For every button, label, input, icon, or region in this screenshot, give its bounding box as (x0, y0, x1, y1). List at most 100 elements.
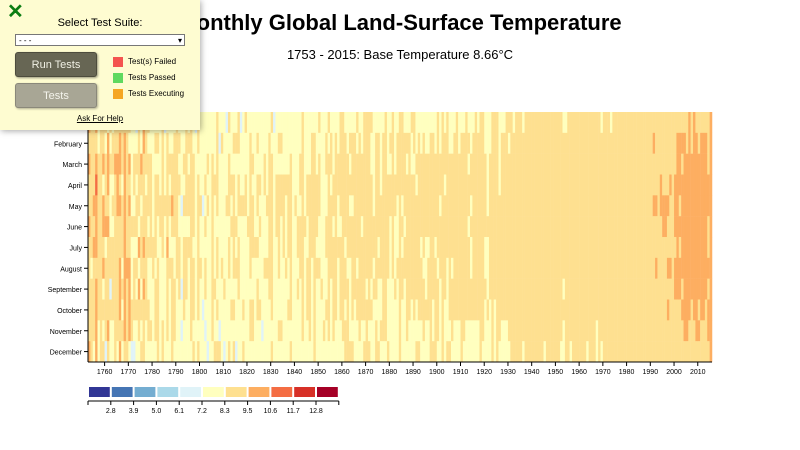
heatmap-cell (386, 278, 390, 300)
heatmap-cell (391, 174, 395, 196)
heatmap-cell (182, 278, 186, 300)
heatmap-cell (681, 299, 684, 321)
heatmap-cell (564, 112, 568, 134)
heatmap-cell (211, 216, 214, 238)
heatmap-cell (121, 257, 124, 279)
heatmap-cell (415, 112, 419, 134)
heatmap-cell (427, 112, 430, 134)
heatmap-cell (292, 320, 295, 342)
heatmap-cell (180, 341, 184, 363)
heatmap-cell (424, 341, 428, 363)
heatmap-cell (118, 237, 122, 259)
heatmap-cell (102, 216, 105, 238)
heatmap-cell (396, 341, 400, 363)
heatmap-cell (709, 153, 713, 175)
heatmap-cell (239, 299, 243, 321)
heatmap-cell (249, 341, 252, 363)
heatmap-cell (659, 153, 663, 175)
heatmap-cell (391, 320, 395, 342)
heatmap-cell (235, 195, 238, 217)
heatmap-cell (118, 153, 122, 175)
heatmap-cell (652, 257, 656, 279)
heatmap-cell (114, 216, 117, 238)
color-legend: 2.8 3.9 5.0 6.1 7.2 8.3 9.5 10.6 11.7 12.8 (87, 387, 340, 415)
heatmap-cell (458, 153, 461, 175)
heatmap-cell (365, 112, 369, 134)
heatmap-cell (486, 216, 490, 238)
heatmap-cell (246, 341, 250, 363)
heatmap-cell (216, 216, 219, 238)
heatmap-cell (685, 216, 689, 238)
heatmap-cell (88, 237, 91, 259)
heatmap-cell (334, 341, 338, 363)
heatmap-cell (617, 195, 620, 217)
heatmap-cell (386, 174, 390, 196)
heatmap-cell (125, 195, 129, 217)
heatmap-cell (413, 153, 416, 175)
tests-button[interactable]: Tests (15, 83, 97, 108)
heatmap-cell (481, 132, 485, 154)
heatmap-cell (536, 299, 540, 321)
heatmap-cell (306, 278, 309, 300)
heatmap-cell (583, 174, 587, 196)
heatmap-cell (206, 112, 210, 134)
heatmap-cell (213, 237, 217, 259)
heatmap-cell (453, 174, 456, 196)
heatmap-cell (462, 195, 466, 217)
heatmap-cell (125, 257, 129, 279)
heatmap-cell (154, 174, 158, 196)
ask-for-help-link[interactable]: Ask For Help (76, 114, 124, 123)
heatmap-cell (567, 195, 570, 217)
heatmap-cell (709, 216, 713, 238)
heatmap-cell (230, 112, 233, 134)
heatmap-cell (512, 299, 516, 321)
heatmap-cell (111, 132, 115, 154)
heatmap-cell (370, 320, 373, 342)
heatmap-cell (401, 216, 404, 238)
run-tests-button[interactable]: Run Tests (15, 52, 97, 77)
legend-failed: Test(s) Failed (113, 57, 176, 67)
heatmap-cell (152, 195, 155, 217)
heatmap-cell (99, 299, 103, 321)
heatmap-cell (403, 132, 407, 154)
heatmap-cell (628, 174, 632, 196)
heatmap-cell (500, 320, 504, 342)
heatmap-cell (284, 341, 288, 363)
heatmap-cell (154, 195, 158, 217)
test-suite-select[interactable]: - - - ▾ (15, 34, 185, 46)
heatmap-cell (600, 341, 604, 363)
heatmap-cell (515, 195, 518, 217)
heatmap-cell (182, 320, 186, 342)
heatmap-cell (674, 320, 677, 342)
heatmap-cell (280, 257, 283, 279)
heatmap-cell (678, 153, 682, 175)
heatmap-cell (116, 237, 120, 259)
heatmap-cell (216, 195, 219, 217)
heatmap-cell (282, 320, 286, 342)
heatmap-cell (581, 237, 585, 259)
heatmap-cell (436, 237, 440, 259)
heatmap-cell (683, 153, 687, 175)
heatmap-cell (140, 153, 143, 175)
heatmap-cell (223, 237, 226, 259)
heatmap-cell (619, 237, 623, 259)
heatmap-cell (486, 341, 490, 363)
heatmap-cell (420, 320, 423, 342)
heatmap-cell (90, 237, 93, 259)
heatmap-cell (258, 320, 262, 342)
heatmap-cell (562, 216, 566, 238)
heatmap-cell (650, 299, 653, 321)
heatmap-cell (469, 174, 473, 196)
heatmap-cell (249, 257, 252, 279)
heatmap-cell (488, 299, 492, 321)
heatmap-cell (294, 174, 298, 196)
heatmap-cell (612, 278, 615, 300)
heatmap-cell (315, 278, 319, 300)
heatmap-cell (178, 153, 181, 175)
heatmap-cell (102, 132, 105, 154)
heatmap-cell (662, 174, 665, 196)
close-x-icon[interactable]: ✕ (7, 1, 24, 23)
heatmap-cell (199, 278, 203, 300)
heatmap-cell (700, 237, 703, 259)
heatmap-cell (128, 257, 131, 279)
